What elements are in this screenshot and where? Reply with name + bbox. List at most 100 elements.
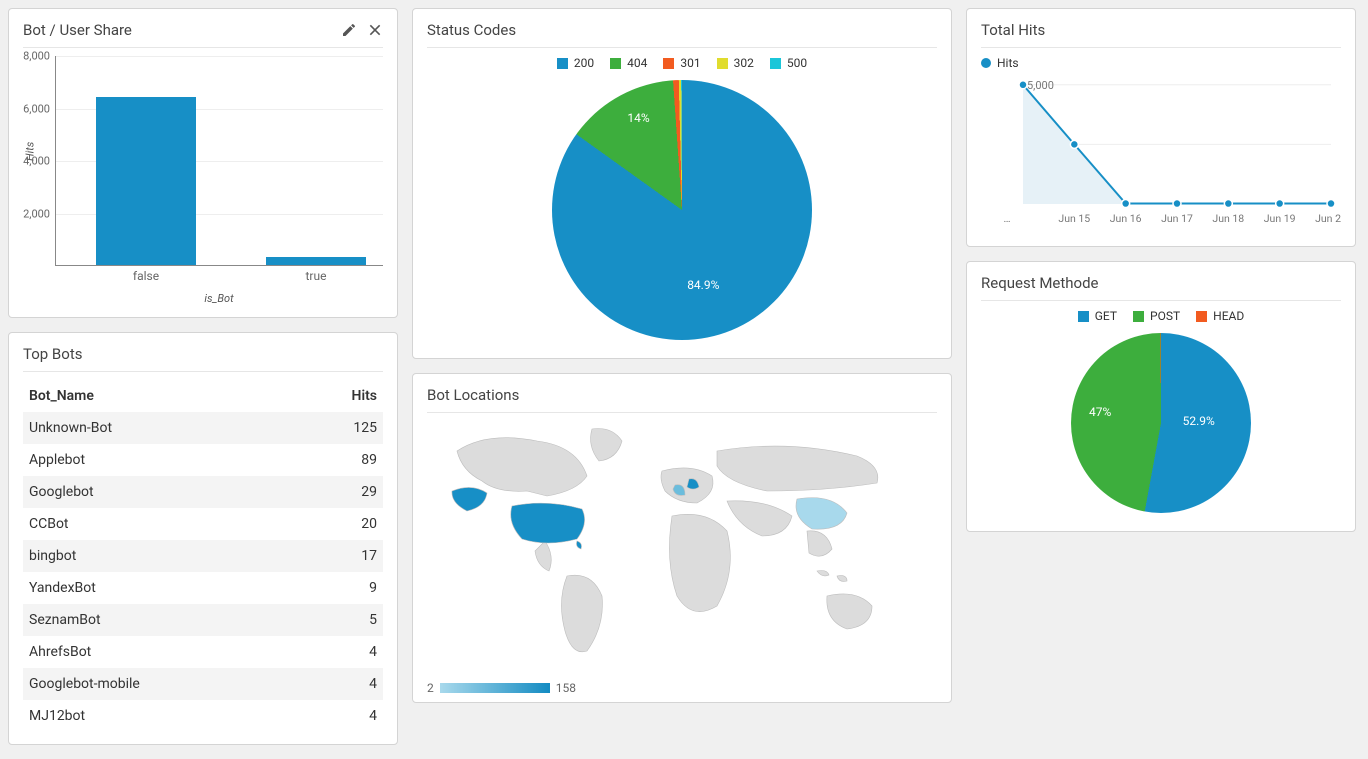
table-cell: 9 bbox=[299, 572, 383, 604]
pie-slice-label: 14% bbox=[627, 111, 649, 125]
table-cell: 17 bbox=[299, 540, 383, 572]
panel-top-bots: Top Bots Bot_NameHits Unknown-Bot125Appl… bbox=[8, 332, 398, 745]
panel-header: Bot Locations bbox=[427, 386, 937, 413]
dashboard: Bot / User Share Hits 2,0004,0006,0008,0… bbox=[8, 8, 1360, 759]
table-cell: 29 bbox=[299, 476, 383, 508]
table-cell: CCBot bbox=[23, 508, 299, 540]
legend-item[interactable]: 404 bbox=[610, 56, 647, 70]
table-row[interactable]: CCBot20 bbox=[23, 508, 383, 540]
table-row[interactable]: YandexBot9 bbox=[23, 572, 383, 604]
legend-swatch bbox=[1133, 311, 1144, 322]
table-cell: YandexBot bbox=[23, 572, 299, 604]
legend-label: 302 bbox=[734, 56, 754, 70]
legend-label: 404 bbox=[627, 56, 647, 70]
table-cell: 4 bbox=[299, 636, 383, 668]
table-cell: 125 bbox=[299, 412, 383, 444]
table-cell: bingbot bbox=[23, 540, 299, 572]
legend-item[interactable]: 200 bbox=[557, 56, 594, 70]
bar bbox=[96, 97, 196, 265]
pie-slice-label: 47% bbox=[1089, 405, 1111, 419]
table-cell: SeznamBot bbox=[23, 604, 299, 636]
svg-text:Jun 16: Jun 16 bbox=[1110, 212, 1142, 225]
left-column: Bot / User Share Hits 2,0004,0006,0008,0… bbox=[8, 8, 398, 745]
y-tick: 8,000 bbox=[23, 50, 56, 63]
request-method-pie: 52.9% 47% bbox=[1071, 333, 1251, 513]
svg-text:…: … bbox=[1003, 212, 1010, 225]
legend-swatch bbox=[557, 58, 568, 69]
legend-item[interactable]: POST bbox=[1133, 309, 1180, 323]
panel-title: Status Codes bbox=[427, 21, 516, 39]
panel-header: Bot / User Share bbox=[23, 21, 383, 48]
y-tick: 4,000 bbox=[23, 155, 56, 168]
map-scale-max: 158 bbox=[556, 681, 576, 695]
status-codes-pie: 84.9% 14% bbox=[552, 80, 812, 340]
bar-chart: Hits 2,0004,0006,0008,000falsetrue is_Bo… bbox=[23, 56, 383, 305]
panel-title: Request Methode bbox=[981, 274, 1099, 292]
legend-label: 301 bbox=[680, 56, 700, 70]
table-cell: 20 bbox=[299, 508, 383, 540]
table-cell: 89 bbox=[299, 444, 383, 476]
legend-item[interactable]: 301 bbox=[663, 56, 700, 70]
right-column: Total Hits Hits 2,5005,000Jun 15Jun 16Ju… bbox=[966, 8, 1356, 745]
table-cell: Applebot bbox=[23, 444, 299, 476]
status-codes-legend: 200 404 301 302 500 bbox=[427, 56, 937, 70]
panel-header: Top Bots bbox=[23, 345, 383, 372]
total-hits-legend: Hits bbox=[981, 56, 1341, 70]
panel-header: Request Methode bbox=[981, 274, 1341, 301]
panel-bot-locations: Bot Locations 2 158 bbox=[412, 373, 952, 703]
legend-swatch bbox=[663, 58, 674, 69]
request-method-legend: GET POST HEAD bbox=[981, 309, 1341, 323]
panel-status-codes: Status Codes 200 404 301 302 500 84.9% 14% bbox=[412, 8, 952, 359]
bar bbox=[266, 257, 366, 265]
table-row[interactable]: AhrefsBot4 bbox=[23, 636, 383, 668]
panel-title: Bot / User Share bbox=[23, 21, 132, 39]
table-row[interactable]: Googlebot-mobile4 bbox=[23, 668, 383, 700]
legend-item[interactable]: HEAD bbox=[1196, 309, 1244, 323]
table-cell: 4 bbox=[299, 700, 383, 732]
table-row[interactable]: bingbot17 bbox=[23, 540, 383, 572]
panel-title: Bot Locations bbox=[427, 386, 519, 404]
legend-label: GET bbox=[1095, 309, 1117, 323]
panel-request-method: Request Methode GET POST HEAD 52.9% 47% bbox=[966, 261, 1356, 532]
legend-swatch bbox=[1196, 311, 1207, 322]
map-legend: 2 158 bbox=[427, 681, 937, 695]
svg-text:Jun 19: Jun 19 bbox=[1264, 212, 1296, 225]
close-icon[interactable] bbox=[367, 22, 383, 38]
y-tick: 6,000 bbox=[23, 102, 56, 115]
svg-text:Jun 18: Jun 18 bbox=[1212, 212, 1244, 225]
pie-slice-label: 52.9% bbox=[1183, 414, 1215, 428]
legend-swatch bbox=[770, 58, 781, 69]
legend-swatch bbox=[717, 58, 728, 69]
table-row[interactable]: Unknown-Bot125 bbox=[23, 412, 383, 444]
legend-swatch bbox=[610, 58, 621, 69]
bar-category-label: false bbox=[96, 269, 196, 283]
legend-swatch bbox=[1078, 311, 1089, 322]
legend-item[interactable]: 302 bbox=[717, 56, 754, 70]
table-row[interactable]: MJ12bot4 bbox=[23, 700, 383, 732]
table-row[interactable]: SeznamBot5 bbox=[23, 604, 383, 636]
table-cell: MJ12bot bbox=[23, 700, 299, 732]
table-row[interactable]: Googlebot29 bbox=[23, 476, 383, 508]
panel-title: Top Bots bbox=[23, 345, 82, 363]
panel-total-hits: Total Hits Hits 2,5005,000Jun 15Jun 16Ju… bbox=[966, 8, 1356, 247]
x-axis-label: is_Bot bbox=[55, 292, 383, 305]
table-cell: AhrefsBot bbox=[23, 636, 299, 668]
edit-icon[interactable] bbox=[341, 22, 357, 38]
legend-label: POST bbox=[1150, 309, 1180, 323]
pie-slice-label: 84.9% bbox=[687, 278, 719, 292]
legend-label: 500 bbox=[787, 56, 807, 70]
bar-category-label: true bbox=[266, 269, 366, 283]
legend-label: HEAD bbox=[1213, 309, 1244, 323]
table-header: Hits bbox=[299, 380, 383, 412]
panel-title: Total Hits bbox=[981, 21, 1045, 39]
svg-text:Jun 17: Jun 17 bbox=[1161, 212, 1193, 225]
svg-text:Jun 20: Jun 20 bbox=[1315, 212, 1341, 225]
panel-header: Total Hits bbox=[981, 21, 1341, 48]
table-cell: Unknown-Bot bbox=[23, 412, 299, 444]
table-cell: Googlebot-mobile bbox=[23, 668, 299, 700]
gradient-bar bbox=[440, 683, 550, 693]
legend-item[interactable]: 500 bbox=[770, 56, 807, 70]
map-scale-min: 2 bbox=[427, 681, 434, 695]
table-row[interactable]: Applebot89 bbox=[23, 444, 383, 476]
legend-item[interactable]: GET bbox=[1078, 309, 1117, 323]
